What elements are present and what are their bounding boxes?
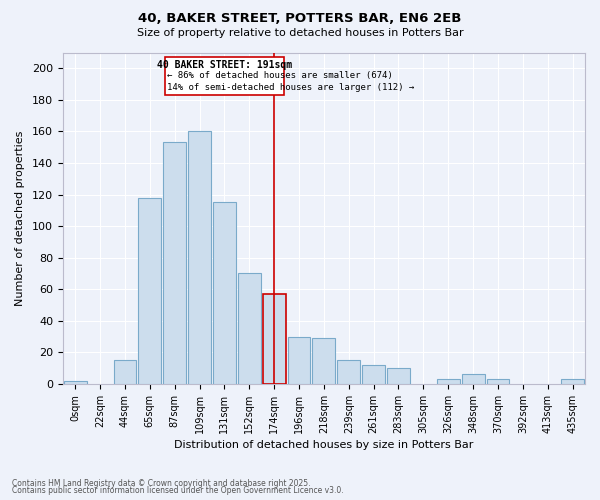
- Y-axis label: Number of detached properties: Number of detached properties: [15, 130, 25, 306]
- X-axis label: Distribution of detached houses by size in Potters Bar: Distribution of detached houses by size …: [174, 440, 473, 450]
- Text: ← 86% of detached houses are smaller (674): ← 86% of detached houses are smaller (67…: [167, 71, 393, 80]
- Bar: [313, 338, 335, 384]
- Bar: [139, 198, 161, 384]
- Bar: [362, 365, 385, 384]
- Bar: [487, 379, 509, 384]
- Bar: [461, 374, 485, 384]
- Text: Size of property relative to detached houses in Potters Bar: Size of property relative to detached ho…: [137, 28, 463, 38]
- FancyBboxPatch shape: [165, 57, 284, 95]
- Bar: [163, 142, 186, 384]
- Bar: [437, 379, 460, 384]
- Bar: [213, 202, 236, 384]
- Text: 14% of semi-detached houses are larger (112) →: 14% of semi-detached houses are larger (…: [167, 83, 415, 92]
- Bar: [188, 132, 211, 384]
- Bar: [263, 294, 286, 384]
- Bar: [561, 379, 584, 384]
- Text: 40, BAKER STREET, POTTERS BAR, EN6 2EB: 40, BAKER STREET, POTTERS BAR, EN6 2EB: [139, 12, 461, 26]
- Bar: [113, 360, 136, 384]
- Text: Contains public sector information licensed under the Open Government Licence v3: Contains public sector information licen…: [12, 486, 344, 495]
- Bar: [337, 360, 360, 384]
- Bar: [387, 368, 410, 384]
- Bar: [238, 274, 261, 384]
- Text: Contains HM Land Registry data © Crown copyright and database right 2025.: Contains HM Land Registry data © Crown c…: [12, 478, 311, 488]
- Text: 40 BAKER STREET: 191sqm: 40 BAKER STREET: 191sqm: [157, 60, 292, 70]
- Bar: [287, 336, 310, 384]
- Bar: [64, 381, 86, 384]
